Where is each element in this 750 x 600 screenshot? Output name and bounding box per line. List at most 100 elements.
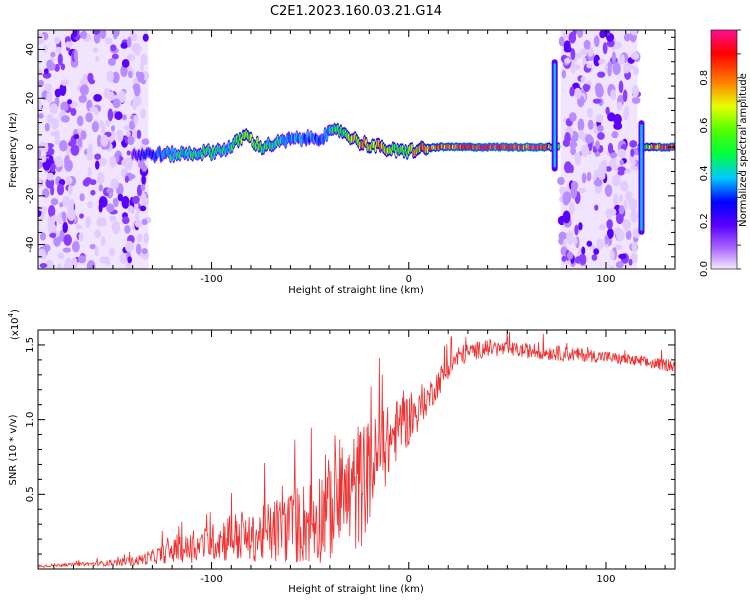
noise-blob xyxy=(135,243,142,255)
noise-blob xyxy=(54,156,64,168)
noise-blob xyxy=(569,141,578,149)
noise-blob xyxy=(113,199,119,208)
noise-blob xyxy=(89,106,98,113)
noise-blob xyxy=(105,119,111,127)
noise-blob xyxy=(92,47,99,53)
noise-blob xyxy=(624,223,630,232)
noise-blob xyxy=(558,36,565,47)
noise-blob xyxy=(106,203,115,213)
noise-blob xyxy=(630,215,637,222)
noise-blob xyxy=(38,79,45,87)
noise-blob xyxy=(574,152,582,166)
noise-blob xyxy=(46,113,54,124)
noise-blob xyxy=(140,53,148,66)
noise-blob xyxy=(112,30,118,40)
noise-blob xyxy=(604,30,610,35)
noise-blob xyxy=(141,248,148,255)
x-tick-label: 100 xyxy=(596,574,615,585)
noise-blob xyxy=(87,166,92,177)
signal-core xyxy=(169,153,172,162)
x-tick-label: -100 xyxy=(200,574,223,585)
noise-blob xyxy=(585,134,593,144)
spectrogram-y-label: Frequency (Hz) xyxy=(8,112,19,188)
noise-blob xyxy=(46,59,54,69)
noise-blob xyxy=(112,98,121,109)
noise-blob xyxy=(38,206,48,212)
noise-blob xyxy=(587,46,594,57)
noise-blob xyxy=(45,259,54,269)
noise-blob xyxy=(89,243,96,250)
noise-blob xyxy=(605,106,610,115)
noise-blob xyxy=(107,58,116,66)
noise-regions xyxy=(38,30,642,269)
noise-blob xyxy=(617,148,626,159)
noise-blob xyxy=(580,76,586,83)
noise-blob xyxy=(558,231,567,240)
noise-blob xyxy=(573,131,579,142)
noise-blob xyxy=(570,146,576,156)
noise-blob xyxy=(133,115,139,126)
noise-blob xyxy=(100,134,109,147)
noise-blob xyxy=(62,247,71,253)
noise-blob xyxy=(132,195,140,204)
noise-blob xyxy=(85,112,93,123)
noise-blob xyxy=(618,194,624,204)
noise-blob xyxy=(121,114,127,121)
noise-blob xyxy=(42,188,50,199)
noise-blob xyxy=(73,134,80,140)
noise-blob xyxy=(51,117,59,130)
noise-blob xyxy=(46,90,53,103)
noise-blob xyxy=(132,83,140,91)
noise-blob xyxy=(580,48,588,56)
noise-blob xyxy=(599,30,606,39)
noise-blob xyxy=(73,49,78,62)
noise-blob xyxy=(126,150,131,156)
noise-blob xyxy=(50,198,59,206)
noise-blob xyxy=(624,105,629,112)
noise-blob xyxy=(65,176,73,185)
signal-spike-core xyxy=(640,124,643,231)
noise-blob xyxy=(596,238,604,250)
noise-blob xyxy=(604,234,609,245)
noise-blob xyxy=(577,118,585,132)
noise-blob xyxy=(67,208,76,221)
snr-panel: -100 0 100 0.5 1.0 1.5 Height of straight li… xyxy=(7,309,676,595)
noise-blob xyxy=(106,70,114,83)
noise-blob xyxy=(604,184,613,197)
noise-blob xyxy=(60,63,66,71)
noise-blob xyxy=(594,169,603,177)
noise-blob xyxy=(94,229,102,239)
colorbar-label: Normalized spectral amplitude xyxy=(738,73,749,227)
noise-blob xyxy=(120,42,128,49)
noise-blob xyxy=(90,189,96,196)
noise-blob xyxy=(44,142,49,153)
noise-blob xyxy=(97,134,102,148)
noise-blob xyxy=(616,101,623,111)
noise-blob xyxy=(141,174,146,186)
noise-blob xyxy=(60,79,70,86)
noise-blob xyxy=(60,101,69,112)
noise-blob xyxy=(54,88,62,98)
noise-blob xyxy=(78,232,84,242)
noise-blob xyxy=(85,216,91,229)
noise-blob xyxy=(117,193,124,202)
noise-blob xyxy=(110,178,119,190)
noise-blob xyxy=(54,138,61,145)
noise-blob xyxy=(594,204,599,211)
noise-blob xyxy=(70,257,78,269)
spectrogram-x-ticks: -100 0 100 xyxy=(53,30,666,285)
noise-blob xyxy=(99,30,107,39)
noise-blob xyxy=(59,140,68,152)
noise-blob xyxy=(104,256,110,263)
noise-blob xyxy=(570,48,576,61)
noise-blob xyxy=(57,53,63,66)
noise-blob xyxy=(109,215,117,222)
noise-blob xyxy=(631,158,636,167)
noise-blob xyxy=(124,175,129,183)
noise-blob xyxy=(59,202,64,208)
snr-scale-suffix: ) xyxy=(10,309,21,313)
noise-blob xyxy=(563,161,573,174)
noise-blob xyxy=(120,64,128,78)
noise-blob xyxy=(586,108,593,118)
colorbar-tick-label: 0.6 xyxy=(699,118,710,134)
